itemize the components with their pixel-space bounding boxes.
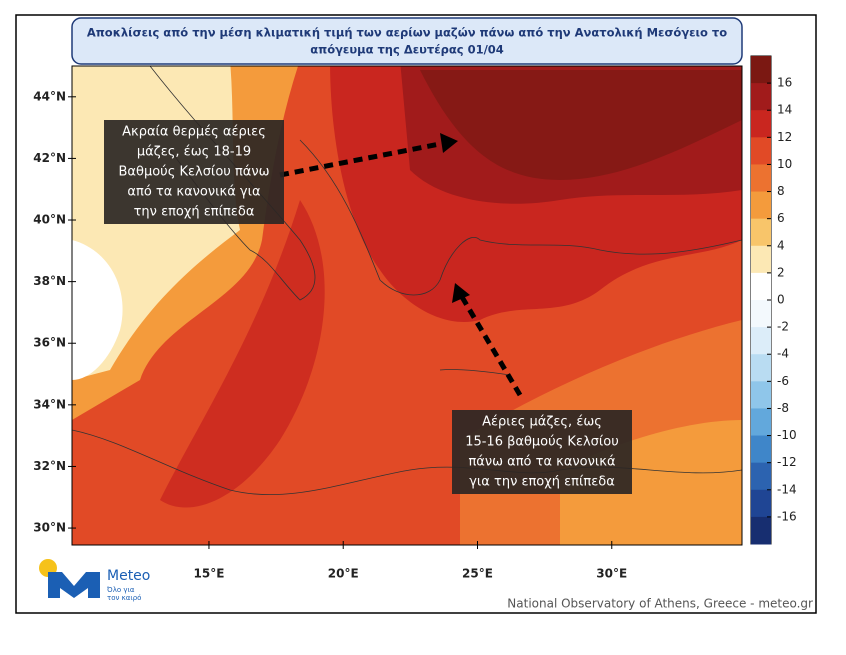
colorbar-segment xyxy=(751,164,771,193)
annotation: την εποχή επίπεδα xyxy=(134,205,255,220)
colorbar-segment xyxy=(751,327,771,355)
title: Αποκλίσεις από την μέση κλιματική τιμή τ… xyxy=(87,26,727,40)
annotation: Αέριες μάζες, έως xyxy=(482,415,602,430)
logo-name: Meteo xyxy=(107,568,150,584)
colorbar-tick-label: 8 xyxy=(777,184,785,198)
colorbar-segment xyxy=(751,489,771,518)
y-tick-label: 34°N xyxy=(33,397,66,411)
colorbar-tick-label: -6 xyxy=(777,374,789,388)
colorbar-segment xyxy=(751,300,771,328)
annotation: πάνω από τα κανονικά xyxy=(468,455,615,470)
title: απόγευμα της Δευτέρας 01/04 xyxy=(310,43,504,57)
colorbar-tick-label: 4 xyxy=(777,238,785,252)
colorbar-tick-label: 16 xyxy=(777,76,792,90)
colorbar-segment xyxy=(751,137,771,165)
logo-tagline: τον καιρό xyxy=(107,594,141,602)
x-tick-label: 20°E xyxy=(328,567,359,581)
y-tick-label: 38°N xyxy=(33,274,66,288)
annotation: Ακραία θερμές αέριες xyxy=(122,125,266,140)
colorbar-tick-label: -10 xyxy=(777,428,797,442)
field xyxy=(72,240,123,380)
annotation: για την εποχή επίπεδα xyxy=(469,475,615,490)
arrowhead xyxy=(440,133,458,153)
annotation-box xyxy=(104,120,284,224)
colorbar-tick-label: 2 xyxy=(777,265,785,279)
colorbar-tick-label: 6 xyxy=(777,211,785,225)
colorbar-tick-label: 0 xyxy=(777,293,785,307)
logo-tagline: Όλο για xyxy=(106,586,135,594)
colorbar-tick-label: -12 xyxy=(777,455,797,469)
colorbar-segment xyxy=(751,272,771,301)
colorbar-segment xyxy=(751,110,771,138)
colorbar-segment xyxy=(751,516,771,545)
credit: National Observatory of Athens, Greece -… xyxy=(507,597,813,611)
annotation: μάζες, έως 18-19 xyxy=(137,145,251,160)
map-border xyxy=(71,65,743,546)
y-tick-label: 32°N xyxy=(33,459,66,473)
logo-mark xyxy=(48,572,100,598)
colorbar-tick-label: -16 xyxy=(777,509,797,523)
coastline xyxy=(439,369,511,376)
colorbar-tick-label: -8 xyxy=(777,401,789,415)
annotation-box xyxy=(452,410,632,494)
colorbar-tick-label: -14 xyxy=(777,482,797,496)
title-box xyxy=(71,17,743,65)
arrow xyxy=(459,295,523,397)
colorbar-segment xyxy=(751,462,771,491)
colorbar-tick-label: -4 xyxy=(777,347,789,361)
y-tick-label: 30°N xyxy=(33,521,66,535)
colorbar-segment xyxy=(751,381,771,409)
coastline xyxy=(299,139,742,296)
colorbar-segment xyxy=(751,354,771,382)
colorbar-tick-label: -2 xyxy=(777,320,789,334)
annotation: από τα κανονικά για xyxy=(127,185,260,200)
annotation: 15-16 βαθμούς Κελσίου xyxy=(465,435,619,450)
colorbar-segment xyxy=(751,218,771,247)
annotation: Βαθμούς Κελσίου πάνω xyxy=(119,165,270,180)
colorbar-segment xyxy=(751,83,771,111)
x-tick-label: 15°E xyxy=(194,567,225,581)
y-tick-label: 36°N xyxy=(33,336,66,350)
colorbar-tick-label: 14 xyxy=(777,103,792,117)
field xyxy=(420,70,742,180)
arrow xyxy=(279,140,446,178)
y-tick-label: 40°N xyxy=(33,213,66,227)
y-tick-label: 44°N xyxy=(33,89,66,103)
colorbar-segment xyxy=(751,191,771,220)
colorbar-segment xyxy=(751,435,771,464)
colorbar-segment xyxy=(751,56,771,84)
arrowhead xyxy=(452,283,470,303)
x-tick-label: 30°E xyxy=(596,567,627,581)
x-tick-label: 25°E xyxy=(462,567,493,581)
colorbar-tick-label: 12 xyxy=(777,130,792,144)
colorbar-segment xyxy=(751,408,771,437)
y-tick-label: 42°N xyxy=(33,151,66,165)
colorbar-tick-label: 10 xyxy=(777,157,792,171)
field xyxy=(160,200,325,508)
colorbar-segment xyxy=(751,245,771,274)
